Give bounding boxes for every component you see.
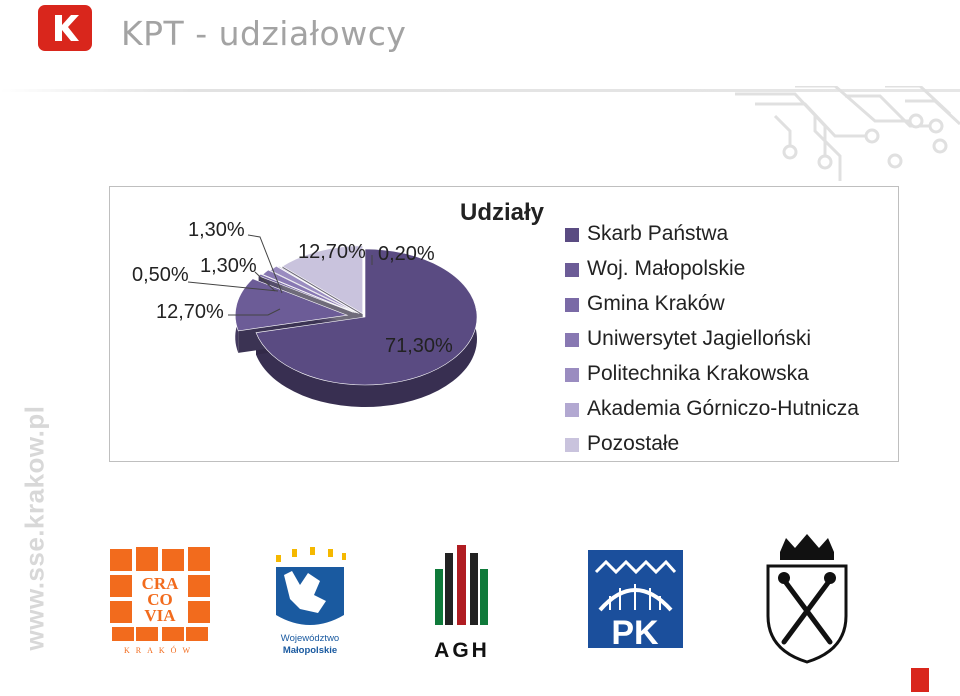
legend-swatch xyxy=(565,298,579,312)
partner-logos: CRA CO VIA KRAKÓW Województwo Małopolski… xyxy=(100,530,960,670)
pie-slice-7 xyxy=(281,245,363,315)
pie-slice-1 xyxy=(255,248,478,386)
chart-legend: Skarb Państwa Woj. Małopolskie Gmina Krakó… xyxy=(565,219,859,464)
circuit-decoration xyxy=(735,86,960,181)
legend-item: Skarb Państwa xyxy=(565,219,859,254)
pie-label-4: 1,30% xyxy=(200,255,257,277)
pie-label-3: 0,50% xyxy=(132,264,189,286)
legend-swatch xyxy=(565,228,579,242)
pk-caption: PK xyxy=(611,614,659,650)
website-url-text: www.sse.krakow.pl xyxy=(19,405,50,651)
legend-item: Uniwersytet Jagielloński xyxy=(565,324,859,359)
legend-swatch xyxy=(565,368,579,382)
legend-label: Skarb Państwa xyxy=(587,222,729,245)
legend-item: Woj. Małopolskie xyxy=(565,254,859,289)
page-title: KPT - udziałowcy xyxy=(121,14,407,53)
legend-swatch xyxy=(565,403,579,417)
legend-item: Politechnika Krakowska xyxy=(565,359,859,394)
legend-label: Woj. Małopolskie xyxy=(587,257,746,280)
uj-logo xyxy=(762,530,852,665)
chart-title: Udziały xyxy=(460,199,545,226)
kpt-logo-icon xyxy=(55,15,79,41)
corner-mark xyxy=(911,668,929,692)
malopolska-caption-1: Województwo xyxy=(281,633,339,644)
pie-leader-line-5 xyxy=(247,234,283,294)
pie-label-5: 1,30% xyxy=(188,219,245,241)
pie-label-2: 12,70% xyxy=(156,301,224,323)
legend-label: Akademia Górniczo-Hutnicza xyxy=(587,397,859,420)
legend-swatch xyxy=(565,333,579,347)
pie-chart xyxy=(187,234,478,407)
malopolska-caption-2: Małopolskie xyxy=(283,645,337,656)
pie-leader-line-3 xyxy=(187,281,279,292)
legend-label: Pozostałe xyxy=(587,432,680,455)
pie-label-7: 12,70% xyxy=(298,241,366,263)
legend-item: Pozostałe xyxy=(565,429,859,464)
legend-swatch xyxy=(565,438,579,452)
cracovia-text-2: CO xyxy=(147,590,173,609)
chart-container: Udziały 71,30% 12,70% 0,50% 1,30% 1,30% 0,20%… xyxy=(109,186,899,462)
pie-leader-line-4 xyxy=(254,271,276,292)
agh-caption: AGH xyxy=(434,639,490,660)
header-divider xyxy=(0,89,960,92)
legend-swatch xyxy=(565,263,579,277)
kpt-logo xyxy=(38,5,92,51)
pk-logo: PK xyxy=(588,550,683,652)
pie-leader-line-2 xyxy=(228,308,281,316)
legend-label: Gmina Kraków xyxy=(587,292,725,315)
cracovia-caption: KRAKÓW xyxy=(124,645,196,655)
pie-slice-5 xyxy=(269,265,358,314)
legend-item: Akademia Górniczo-Hutnicza xyxy=(565,394,859,429)
cracovia-logo: CRA CO VIA KRAKÓW xyxy=(108,545,212,655)
cracovia-text-3: VIA xyxy=(144,606,176,625)
website-url: www.sse.krakow.pl xyxy=(19,405,50,651)
agh-logo: AGH xyxy=(430,545,495,662)
pie-label-1: 71,30% xyxy=(385,335,453,357)
pie-slice-2 xyxy=(234,278,349,332)
pie-slice-4 xyxy=(262,269,356,313)
pie-slice-6 xyxy=(277,265,360,314)
legend-item: Gmina Kraków xyxy=(565,289,859,324)
pie-label-6: 0,20% xyxy=(378,243,435,265)
cracovia-text-1: CRA xyxy=(142,574,180,593)
legend-label: Politechnika Krakowska xyxy=(587,362,809,385)
legend-label: Uniwersytet Jagielloński xyxy=(587,327,812,350)
malopolska-logo: Województwo Małopolskie xyxy=(270,545,350,660)
